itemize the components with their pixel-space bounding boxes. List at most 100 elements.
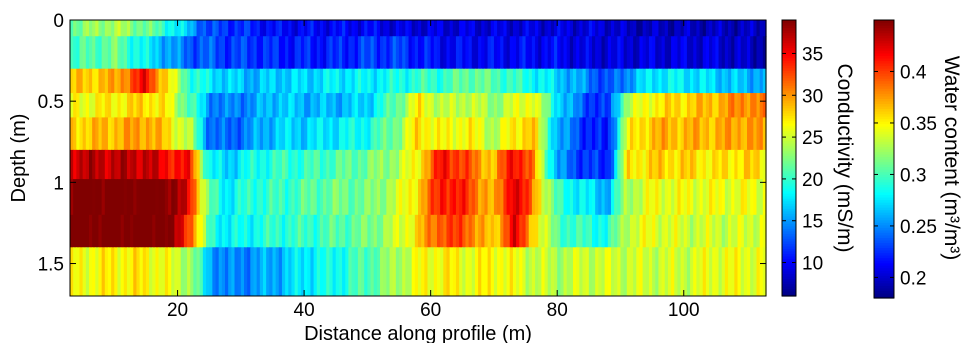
heatmap-cell [569, 20, 574, 37]
heatmap-cell [585, 36, 590, 70]
heatmap-cell [433, 149, 438, 180]
heatmap-cell [291, 247, 296, 297]
colorbar-swatch [874, 290, 894, 294]
heatmap-cell [228, 214, 232, 248]
heatmap-cell [392, 179, 397, 216]
heatmap-cell [484, 68, 489, 94]
heatmap-cell [452, 68, 457, 94]
colorbar-swatch [782, 223, 796, 227]
heatmap-cell [85, 179, 90, 216]
heatmap-cell [709, 149, 713, 180]
heatmap-cell [481, 117, 486, 151]
heatmap-cell [408, 20, 413, 37]
heatmap-cell [95, 179, 100, 216]
heatmap-cell [440, 117, 444, 151]
heatmap-cell [323, 117, 327, 151]
colorbar-swatch [782, 280, 796, 285]
heatmap-cell [474, 20, 479, 37]
heatmap-cell [573, 93, 577, 118]
heatmap-cell [171, 179, 175, 216]
heatmap-cell [218, 117, 223, 151]
heatmap-cell [709, 214, 713, 248]
colorbar-swatch [874, 184, 894, 188]
heatmap-cell [418, 214, 422, 248]
heatmap-cell [215, 214, 220, 248]
heatmap-cell [595, 149, 599, 180]
heatmap-cell [269, 247, 274, 297]
heatmap-cell [588, 93, 593, 118]
heatmap-cell [402, 93, 406, 118]
heatmap-cell [142, 214, 147, 248]
heatmap-cell [332, 214, 337, 248]
heatmap-cell [342, 20, 346, 37]
heatmap-cell [519, 247, 523, 297]
heatmap-cell [130, 117, 134, 151]
heatmap-cell [639, 247, 644, 297]
heatmap-cell [696, 214, 701, 248]
colorbar-swatch [874, 265, 894, 269]
heatmap-cell [424, 149, 429, 180]
heatmap-cell [544, 20, 549, 37]
heatmap-cell [262, 149, 267, 180]
heatmap-cell [655, 247, 660, 297]
heatmap-cell [85, 214, 90, 248]
heatmap-cell [629, 93, 634, 118]
heatmap-cell [478, 247, 482, 297]
heatmap-cell [655, 179, 660, 216]
heatmap-cell [433, 117, 438, 151]
colorbar-swatch [782, 70, 796, 74]
heatmap-cell [664, 179, 669, 216]
heatmap-cell [686, 20, 691, 37]
heatmap-cell [126, 179, 131, 216]
heatmap-cell [655, 20, 660, 37]
heatmap-cell [550, 93, 555, 118]
heatmap-cell [304, 20, 308, 37]
colorbar-swatch [874, 88, 894, 92]
heatmap-cell [319, 247, 324, 297]
heatmap-cell [547, 93, 552, 118]
colorbar-swatch [782, 72, 796, 76]
heatmap-cell [557, 247, 561, 297]
heatmap-cell [149, 20, 153, 37]
colorbar-swatch [782, 30, 796, 34]
heatmap-cell [490, 179, 495, 216]
colorbar-swatch [874, 219, 894, 223]
heatmap-cell [364, 93, 368, 118]
heatmap-cell [297, 36, 302, 70]
heatmap-cell [139, 68, 144, 94]
heatmap-cell [541, 179, 546, 216]
heatmap-cell [756, 36, 761, 70]
heatmap-cell [244, 149, 248, 180]
heatmap-cell [209, 20, 213, 37]
heatmap-cell [231, 214, 236, 248]
heatmap-cell [471, 179, 476, 216]
heatmap-cell [266, 117, 270, 151]
heatmap-cell [620, 179, 625, 216]
heatmap-cell [294, 20, 299, 37]
heatmap-cell [468, 68, 473, 94]
heatmap-cell [421, 93, 425, 118]
heatmap-cell [459, 214, 463, 248]
heatmap-cell [79, 68, 84, 94]
heatmap-cell [414, 93, 419, 118]
colorbar-swatch [874, 252, 894, 256]
heatmap-cell [383, 179, 387, 216]
colorbar-swatch [874, 133, 894, 137]
heatmap-cell [149, 179, 153, 216]
heatmap-cell [266, 149, 270, 180]
heatmap-cell [626, 36, 631, 70]
heatmap-cell [408, 93, 413, 118]
heatmap-cell [664, 20, 669, 37]
colorbar-swatch [874, 181, 894, 185]
heatmap-cell [474, 179, 479, 216]
colorbar-swatch [782, 82, 796, 86]
heatmap-cell [712, 20, 716, 37]
heatmap-cell [174, 93, 179, 118]
colorbar-swatch [782, 225, 796, 229]
heatmap-cell [70, 179, 74, 216]
heatmap-cell [145, 93, 150, 118]
heatmap-cell [731, 117, 735, 151]
heatmap-cell [484, 36, 489, 70]
heatmap-cell [291, 68, 296, 94]
heatmap-cell [234, 149, 239, 180]
